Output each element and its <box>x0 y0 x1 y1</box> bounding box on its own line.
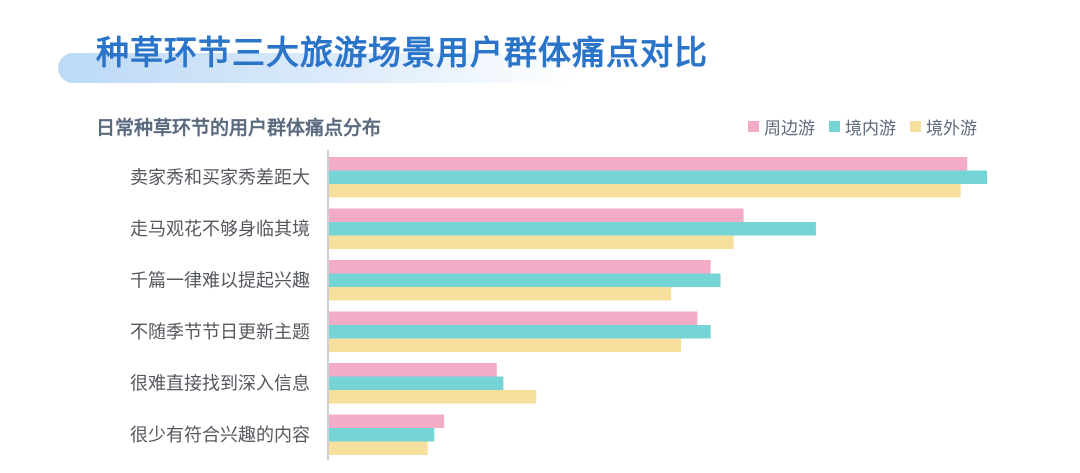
legend-swatch-境外游 <box>910 121 921 132</box>
bar-境外游-5 <box>329 441 428 455</box>
category-label: 不随季节节日更新主题 <box>130 322 310 343</box>
title-highlight-band <box>58 53 578 83</box>
bar-周边游-2 <box>329 260 711 274</box>
bar-周边游-3 <box>329 311 698 325</box>
bar-境内游-1 <box>329 222 816 236</box>
category-label: 走马观花不够身临其境 <box>130 219 310 240</box>
bar-境内游-4 <box>329 376 504 390</box>
bar-周边游-0 <box>329 157 968 171</box>
bar-境内游-2 <box>329 273 721 287</box>
bar-境内游-3 <box>329 325 711 339</box>
chart-legend: 周边游 境内游 境外游 <box>748 114 977 139</box>
legend-item-周边游: 周边游 <box>748 114 815 139</box>
bar-境外游-3 <box>329 338 682 352</box>
bar-境外游-4 <box>329 390 537 404</box>
legend-swatch-境内游 <box>829 121 840 132</box>
bar-境外游-0 <box>329 184 961 198</box>
legend-label-境外游: 境外游 <box>926 119 977 139</box>
bar-境内游-5 <box>329 428 435 442</box>
bar-境内游-0 <box>329 170 987 184</box>
legend-item-境内游: 境内游 <box>829 114 896 139</box>
legend-swatch-周边游 <box>748 121 759 132</box>
legend-label-境内游: 境内游 <box>845 119 896 139</box>
bar-境外游-2 <box>329 287 672 301</box>
bar-周边游-5 <box>329 414 445 428</box>
chart-title: 日常种草环节的用户群体痛点分布 <box>96 117 382 139</box>
category-label: 很少有符合兴趣的内容 <box>130 425 310 446</box>
category-label: 卖家秀和买家秀差距大 <box>130 167 310 188</box>
bar-周边游-1 <box>329 208 744 222</box>
bar-境外游-1 <box>329 235 734 249</box>
category-label: 很难直接找到深入信息 <box>130 373 310 394</box>
bar-周边游-4 <box>329 363 497 377</box>
legend-label-周边游: 周边游 <box>764 119 815 139</box>
category-label: 千篇一律难以提起兴趣 <box>130 270 310 291</box>
page-title: 种草环节三大旅游场景用户群体痛点对比 <box>96 33 708 72</box>
legend-item-境外游: 境外游 <box>910 114 977 139</box>
